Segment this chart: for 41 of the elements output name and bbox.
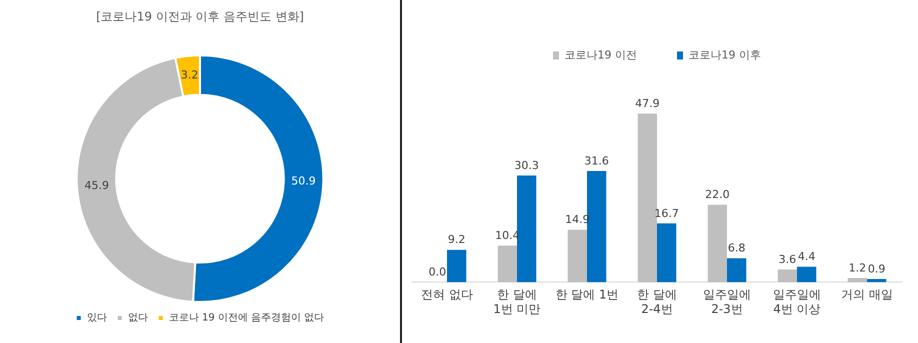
legend-label: 코로나19 이후 [688, 48, 761, 62]
bar [848, 278, 867, 282]
x-tick-label: 일주일에 2-3번 [703, 288, 751, 316]
bar [727, 258, 746, 282]
data-label: 0.9 [868, 262, 886, 276]
bar [447, 250, 466, 282]
legend-label: 코로나19 이전 [564, 48, 638, 62]
bar [587, 170, 606, 282]
bar [498, 246, 517, 282]
x-tick-label: 전혀 없다 [421, 288, 473, 302]
data-label: 1.2 [848, 261, 866, 274]
bar [708, 204, 727, 282]
bar [657, 223, 676, 282]
legend-label: 코로나 19 이전에 음주경험이 없다 [168, 312, 324, 324]
data-label: 45.9 [84, 179, 109, 192]
bar [778, 270, 797, 282]
x-tick-label: 한 달에 1번 [555, 288, 619, 302]
data-label: 6.8 [728, 242, 746, 255]
legend-label: 있다 [86, 312, 107, 324]
x-tick-label: 일주일에 4번 이상 [773, 288, 821, 316]
data-label: 16.7 [654, 206, 679, 220]
data-label: 3.2 [180, 68, 198, 82]
data-label: 9.2 [448, 233, 466, 246]
data-label: 50.9 [291, 174, 316, 188]
data-label: 0.0 [428, 266, 446, 279]
data-label: 4.4 [798, 250, 816, 264]
data-label: 30.3 [514, 158, 539, 172]
bar [517, 176, 536, 282]
bar [867, 279, 886, 282]
chart-title: [코로나19 이전과 이후 음주빈도 변화] [96, 9, 304, 24]
bar [797, 266, 816, 282]
bar [638, 114, 657, 282]
data-label: 22.0 [705, 188, 730, 202]
data-label: 47.9 [635, 96, 660, 110]
data-label: 31.6 [584, 154, 609, 168]
legend-label: 없다 [128, 312, 148, 324]
x-tick-label: 한 달에 2-4번 [637, 288, 677, 316]
x-tick-label: 거의 매일 [841, 288, 893, 302]
x-tick-label: 한 달에 1번 미만 [493, 288, 541, 316]
bar [568, 230, 587, 282]
data-label: 3.6 [778, 252, 796, 266]
